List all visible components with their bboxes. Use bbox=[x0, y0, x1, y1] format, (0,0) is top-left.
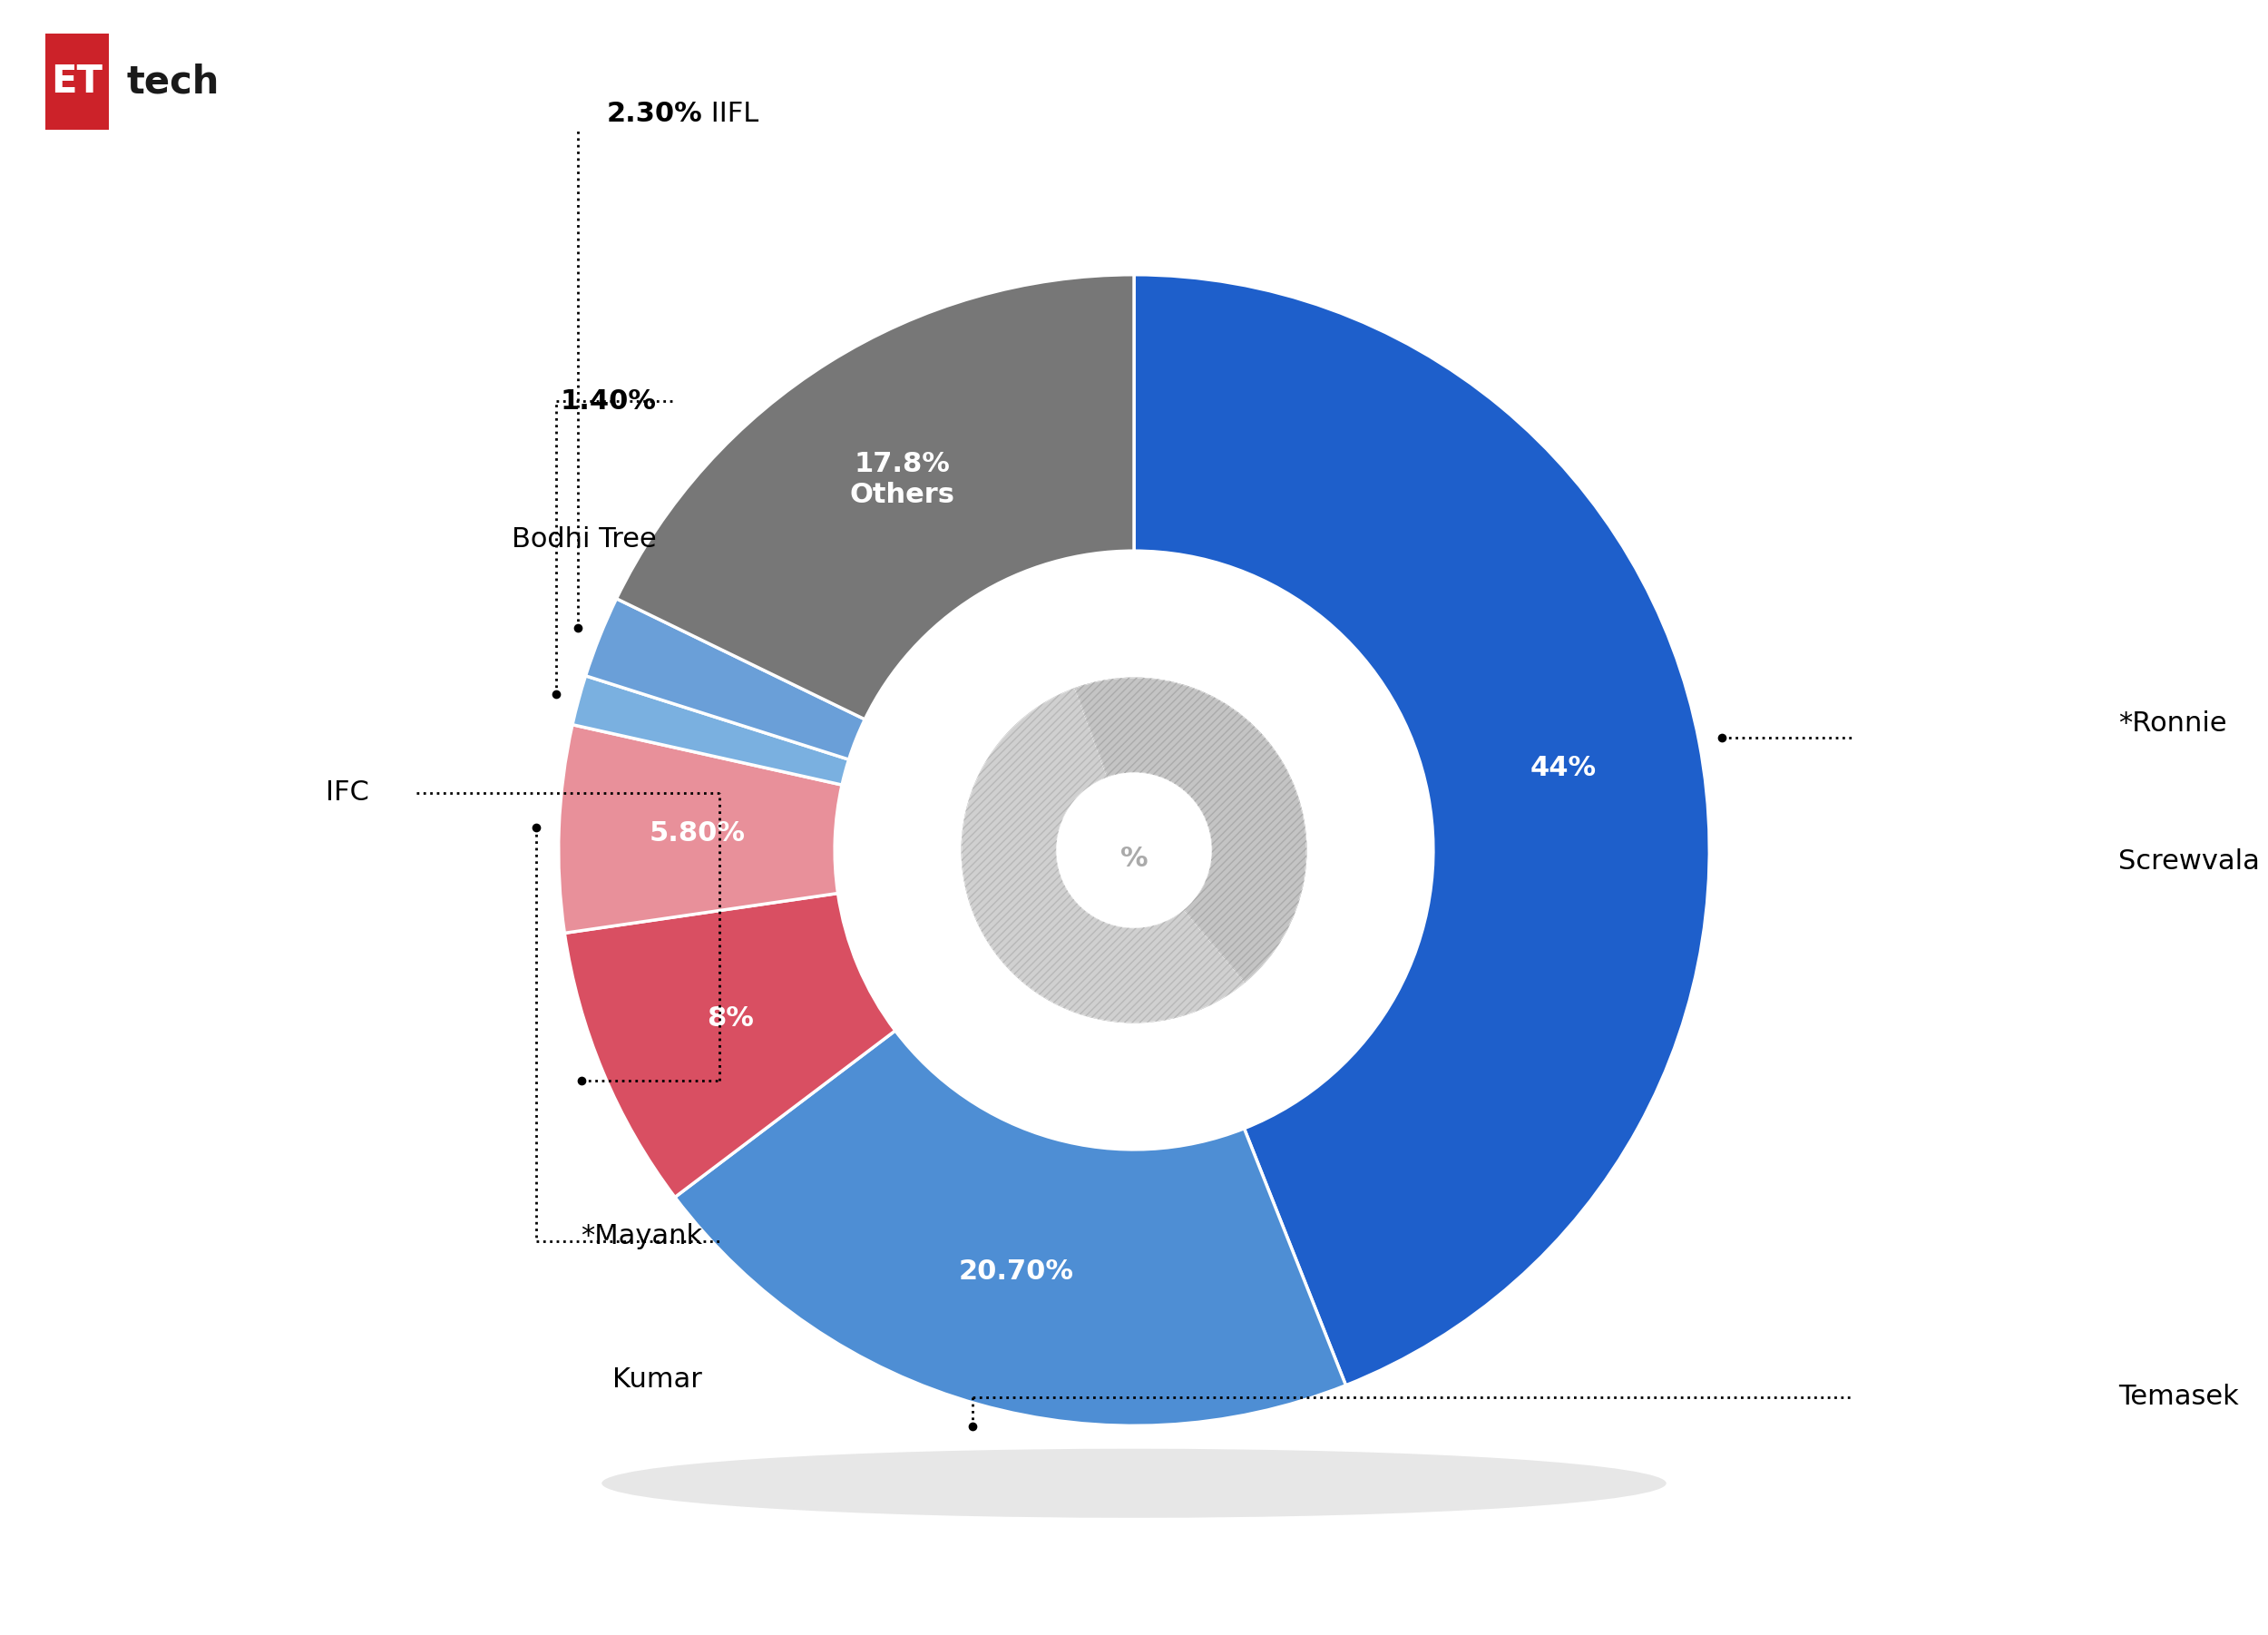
FancyBboxPatch shape bbox=[45, 34, 109, 129]
Text: IIFL: IIFL bbox=[703, 100, 760, 126]
Wedge shape bbox=[962, 688, 1245, 1024]
Text: 8%: 8% bbox=[708, 1006, 753, 1032]
Text: ET: ET bbox=[52, 62, 102, 101]
Text: *Ronnie: *Ronnie bbox=[2118, 711, 2227, 737]
Circle shape bbox=[835, 551, 1433, 1149]
Text: 44%: 44% bbox=[1531, 755, 1597, 782]
Text: 20.70%: 20.70% bbox=[959, 1259, 1073, 1285]
Text: 2.30%: 2.30% bbox=[606, 100, 703, 126]
Text: %: % bbox=[1120, 845, 1148, 871]
Wedge shape bbox=[1075, 677, 1306, 983]
Text: *Mayank: *Mayank bbox=[581, 1223, 703, 1249]
Text: 1.40%: 1.40% bbox=[560, 387, 655, 414]
Text: Temasek: Temasek bbox=[2118, 1383, 2239, 1409]
Text: tech: tech bbox=[127, 62, 220, 101]
Text: 5.80%: 5.80% bbox=[649, 821, 746, 847]
Text: Kumar: Kumar bbox=[612, 1367, 703, 1393]
Text: 17.8%
Others: 17.8% Others bbox=[850, 451, 955, 508]
Text: IFC: IFC bbox=[324, 780, 370, 806]
Wedge shape bbox=[572, 675, 848, 785]
Wedge shape bbox=[676, 1030, 1345, 1426]
Text: Screwvala: Screwvala bbox=[2118, 849, 2259, 875]
Ellipse shape bbox=[601, 1449, 1667, 1517]
Wedge shape bbox=[585, 598, 864, 760]
Text: Bodhi Tree: Bodhi Tree bbox=[513, 526, 655, 553]
Circle shape bbox=[962, 677, 1306, 1024]
Wedge shape bbox=[558, 724, 841, 934]
Wedge shape bbox=[565, 893, 896, 1197]
Wedge shape bbox=[1134, 275, 1710, 1385]
Circle shape bbox=[1057, 772, 1211, 929]
Wedge shape bbox=[617, 275, 1134, 719]
